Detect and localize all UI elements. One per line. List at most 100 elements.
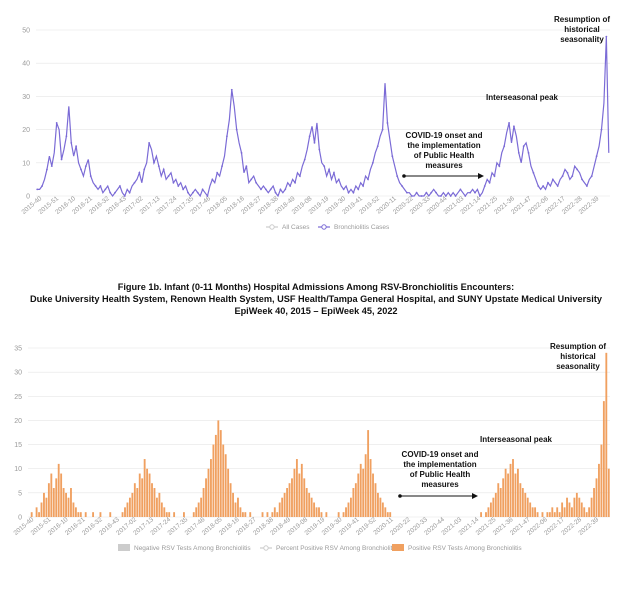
bar[interactable] bbox=[563, 507, 566, 517]
data-point[interactable] bbox=[498, 165, 501, 168]
bar[interactable] bbox=[60, 473, 63, 517]
bar[interactable] bbox=[541, 512, 544, 517]
bar[interactable] bbox=[354, 483, 357, 517]
data-point[interactable] bbox=[581, 178, 583, 181]
data-point[interactable] bbox=[605, 35, 608, 38]
bar[interactable] bbox=[519, 483, 522, 517]
bar[interactable] bbox=[480, 512, 483, 517]
bar[interactable] bbox=[320, 512, 323, 517]
data-point[interactable] bbox=[264, 188, 267, 191]
data-point[interactable] bbox=[566, 171, 569, 174]
bar[interactable] bbox=[136, 488, 139, 517]
bar[interactable] bbox=[30, 512, 33, 517]
data-point[interactable] bbox=[371, 161, 374, 164]
bar[interactable] bbox=[281, 497, 284, 517]
data-point[interactable] bbox=[70, 141, 73, 144]
chart2-legend[interactable]: Negative RSV Tests Among Bronchiolitis Pe… bbox=[118, 544, 522, 552]
data-point[interactable] bbox=[177, 185, 180, 187]
bar[interactable] bbox=[502, 478, 505, 517]
bar[interactable] bbox=[160, 502, 163, 517]
bar[interactable] bbox=[352, 488, 355, 517]
legend-item[interactable]: Bronchiolitis Cases bbox=[318, 224, 390, 231]
bar[interactable] bbox=[558, 512, 561, 517]
bar[interactable] bbox=[551, 507, 554, 517]
bar[interactable] bbox=[99, 512, 102, 517]
bar[interactable] bbox=[153, 488, 156, 517]
bar[interactable] bbox=[359, 463, 362, 517]
data-point[interactable] bbox=[298, 175, 301, 177]
data-point[interactable] bbox=[119, 185, 121, 187]
bar[interactable] bbox=[232, 492, 234, 517]
data-point[interactable] bbox=[542, 185, 545, 187]
data-point[interactable] bbox=[157, 165, 160, 168]
bar[interactable] bbox=[588, 507, 591, 517]
bar[interactable] bbox=[300, 463, 303, 517]
bar[interactable] bbox=[295, 459, 298, 517]
bar[interactable] bbox=[148, 473, 151, 517]
bar[interactable] bbox=[578, 497, 581, 517]
bar[interactable] bbox=[379, 497, 382, 517]
data-point[interactable] bbox=[328, 168, 330, 171]
data-point[interactable] bbox=[128, 191, 131, 194]
bar[interactable] bbox=[72, 502, 75, 517]
bar[interactable] bbox=[384, 507, 387, 517]
bar[interactable] bbox=[79, 512, 82, 517]
data-point[interactable] bbox=[318, 148, 321, 151]
data-point[interactable] bbox=[230, 88, 233, 91]
bar[interactable] bbox=[183, 512, 185, 517]
bar[interactable] bbox=[38, 512, 40, 517]
data-point[interactable] bbox=[201, 188, 204, 191]
bar[interactable] bbox=[271, 512, 274, 517]
data-point[interactable] bbox=[401, 185, 403, 187]
data-point[interactable] bbox=[590, 175, 593, 177]
bar[interactable] bbox=[168, 512, 171, 517]
data-point[interactable] bbox=[255, 181, 258, 184]
data-point[interactable] bbox=[260, 188, 262, 191]
bar[interactable] bbox=[362, 468, 365, 517]
data-point[interactable] bbox=[547, 181, 549, 184]
bar[interactable] bbox=[77, 512, 80, 517]
bar[interactable] bbox=[298, 473, 301, 517]
bar[interactable] bbox=[67, 497, 70, 517]
bar[interactable] bbox=[364, 454, 367, 517]
data-point[interactable] bbox=[444, 195, 447, 197]
bar[interactable] bbox=[121, 512, 124, 517]
data-point[interactable] bbox=[488, 181, 491, 184]
bar[interactable] bbox=[524, 492, 527, 517]
bar[interactable] bbox=[536, 512, 539, 517]
bar[interactable] bbox=[568, 502, 571, 517]
data-point[interactable] bbox=[435, 191, 437, 194]
bar[interactable] bbox=[357, 473, 360, 517]
data-point[interactable] bbox=[483, 185, 486, 187]
data-point[interactable] bbox=[148, 141, 150, 144]
bar[interactable] bbox=[173, 512, 176, 517]
data-point[interactable] bbox=[595, 155, 598, 158]
data-point[interactable] bbox=[308, 135, 311, 138]
bar[interactable] bbox=[499, 488, 502, 517]
data-point[interactable] bbox=[250, 178, 253, 181]
bar[interactable] bbox=[244, 512, 247, 517]
bar[interactable] bbox=[52, 488, 55, 517]
bar[interactable] bbox=[224, 454, 227, 517]
bar[interactable] bbox=[197, 502, 200, 517]
legend-item[interactable]: Positive RSV Tests Among Bronchiolitis bbox=[392, 544, 522, 552]
data-point[interactable] bbox=[167, 175, 170, 177]
bar[interactable] bbox=[291, 478, 293, 517]
bar[interactable] bbox=[489, 502, 492, 517]
bar[interactable] bbox=[374, 483, 377, 517]
bar[interactable] bbox=[514, 473, 517, 517]
data-point[interactable] bbox=[138, 171, 141, 174]
bar[interactable] bbox=[315, 507, 318, 517]
bar[interactable] bbox=[222, 444, 225, 517]
data-point[interactable] bbox=[226, 135, 228, 138]
bar[interactable] bbox=[345, 507, 347, 517]
bar[interactable] bbox=[143, 459, 146, 517]
bar[interactable] bbox=[372, 473, 374, 517]
data-point[interactable] bbox=[143, 168, 146, 171]
data-point[interactable] bbox=[84, 165, 87, 168]
bar[interactable] bbox=[305, 488, 308, 517]
bar[interactable] bbox=[580, 502, 583, 517]
data-point[interactable] bbox=[406, 191, 408, 194]
bar[interactable] bbox=[325, 512, 328, 517]
data-point[interactable] bbox=[216, 171, 219, 174]
